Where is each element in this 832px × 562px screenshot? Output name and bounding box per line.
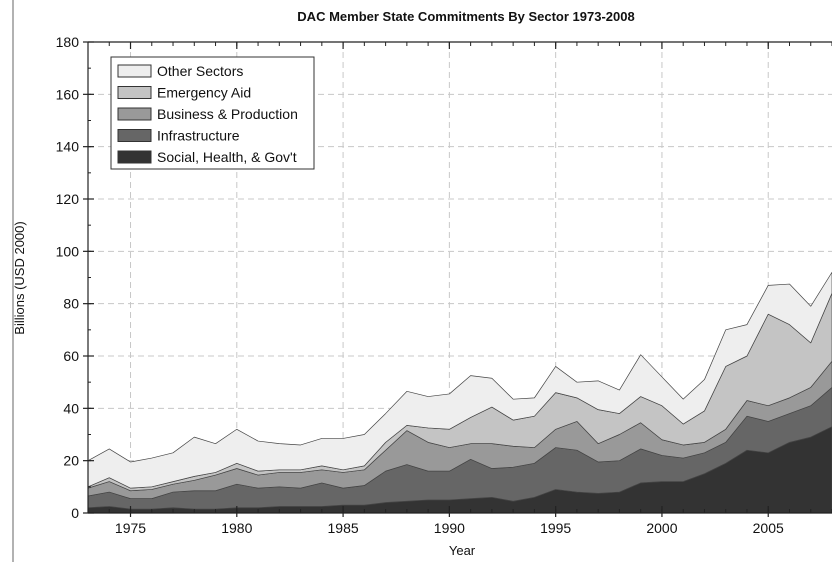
legend-swatch-3 — [117, 129, 152, 142]
chart-title: DAC Member State Commitments By Sector 1… — [297, 9, 634, 24]
legend: Other Sectors Emergency Aid Business & Pro… — [110, 56, 315, 170]
legend-swatch-2 — [117, 107, 152, 121]
y-tick-label-60: 60 — [63, 348, 79, 364]
legend-swatch-1 — [117, 86, 152, 99]
legend-label-4: Social, Health, & Gov't — [157, 149, 297, 165]
y-tick-label-80: 80 — [63, 296, 79, 312]
y-tick-label-40: 40 — [63, 400, 79, 416]
legend-label-2: Business & Production — [157, 106, 298, 122]
y-tick-label-100: 100 — [56, 243, 80, 259]
x-tick-label-1990: 1990 — [434, 520, 465, 536]
y-tick-label-0: 0 — [71, 505, 79, 521]
x-tick-label-1985: 1985 — [328, 520, 359, 536]
legend-swatch-4 — [117, 150, 152, 164]
y-tick-label-160: 160 — [56, 86, 80, 102]
y-tick-label-20: 20 — [63, 453, 79, 469]
legend-label-1: Emergency Aid — [157, 85, 251, 101]
y-axis-label: Billions (USD 2000) — [12, 221, 27, 334]
legend-swatch-0 — [117, 64, 152, 78]
y-tick-label-180: 180 — [56, 34, 80, 50]
x-tick-label-1975: 1975 — [115, 520, 146, 536]
axes: 1975 1980 1985 1990 1995 2000 2005 0 20 40 60 80 100… — [56, 34, 832, 536]
y-tick-label-120: 120 — [56, 191, 80, 207]
x-axis-label: Year — [449, 543, 476, 558]
x-tick-label-2000: 2000 — [646, 520, 677, 536]
stacked-areas — [87, 271, 832, 514]
y-tick-label-140: 140 — [56, 139, 80, 155]
legend-label-3: Infrastructure — [157, 128, 240, 144]
x-tick-label-1980: 1980 — [221, 520, 252, 536]
area-series-4 — [87, 271, 832, 489]
legend-label-0: Other Sectors — [157, 63, 243, 79]
x-tick-label-1995: 1995 — [540, 520, 571, 536]
x-tick-label-2005: 2005 — [753, 520, 784, 536]
